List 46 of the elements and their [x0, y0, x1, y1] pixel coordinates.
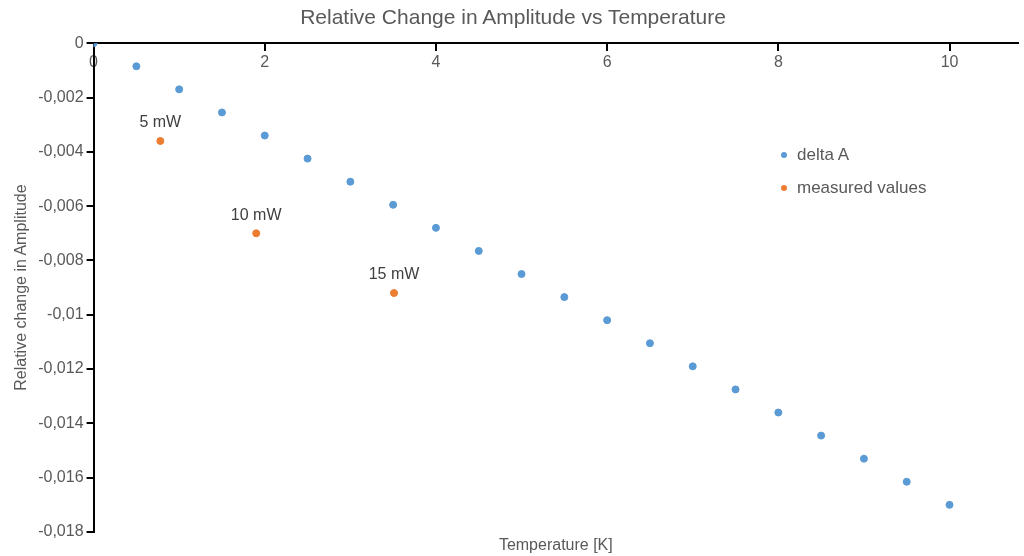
point: [390, 289, 399, 298]
y-tick-label: -0,018: [38, 522, 84, 540]
point: [346, 177, 355, 186]
point: [902, 477, 911, 486]
y-tick-label: -0,006: [38, 196, 84, 214]
y-axis-title: Relative change in Amplitude: [12, 184, 30, 391]
point: [474, 246, 483, 255]
legend-label: delta A: [797, 144, 850, 164]
y-tick-label: -0,002: [38, 87, 84, 105]
point: [260, 131, 269, 140]
point: [431, 223, 440, 232]
x-axis-title: Temperature [K]: [498, 536, 613, 554]
point: [945, 500, 954, 509]
x-tick-label: 10: [940, 53, 959, 71]
x-tick-label: 8: [773, 53, 783, 71]
point: [303, 154, 312, 163]
point: [560, 293, 569, 302]
x-tick-label: 6: [602, 53, 612, 71]
annotation: 5 mW: [139, 113, 183, 131]
annotation: 15 mW: [368, 265, 421, 283]
y-tick-label: -0,012: [38, 359, 84, 377]
y-tick-label: -0,014: [38, 413, 84, 431]
x-tick-label: 2: [260, 53, 270, 71]
point: [389, 200, 398, 209]
legend-label: measured values: [797, 177, 927, 197]
point: [156, 136, 165, 145]
point: [252, 229, 261, 238]
chart-title: Relative Change in Amplitude vs Temperature: [300, 5, 726, 29]
point: [517, 270, 526, 279]
point: [731, 385, 740, 394]
point: [774, 408, 783, 417]
point: [645, 339, 654, 348]
y-tick-label: -0,004: [38, 142, 84, 160]
y-tick-label: -0,016: [38, 468, 84, 486]
point: [688, 362, 697, 371]
point: [817, 431, 826, 440]
point: [217, 108, 226, 117]
y-tick-label: 0: [74, 33, 84, 51]
y-tick-label: -0,008: [38, 250, 84, 268]
annotation: 10 mW: [230, 205, 283, 223]
point: [132, 62, 141, 71]
point: [603, 316, 612, 325]
y-tick-label: -0,01: [47, 305, 84, 323]
x-tick-label: 4: [431, 53, 441, 71]
point: [859, 454, 868, 463]
point: [175, 85, 184, 94]
